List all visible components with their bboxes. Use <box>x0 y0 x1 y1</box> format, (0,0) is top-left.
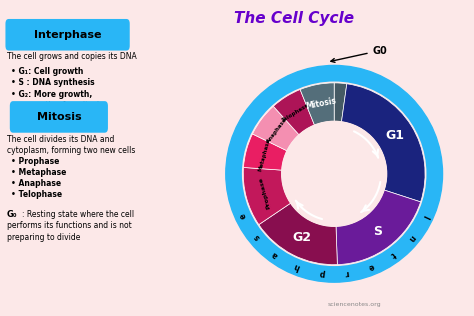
Text: e: e <box>238 212 249 220</box>
Text: Interphase: Interphase <box>34 30 101 40</box>
Text: • Anaphase: • Anaphase <box>11 179 61 188</box>
Text: • S : DNA synthesis: • S : DNA synthesis <box>11 78 94 87</box>
Text: G0: G0 <box>331 46 387 62</box>
Wedge shape <box>273 89 315 135</box>
Text: e: e <box>367 262 375 272</box>
Text: Prophase: Prophase <box>258 176 272 209</box>
Text: • Prophase: • Prophase <box>11 157 59 166</box>
Text: • Telophase: • Telophase <box>11 191 62 199</box>
Text: a: a <box>271 249 280 260</box>
Circle shape <box>226 65 443 282</box>
Text: cytoplasm, forming two new cells: cytoplasm, forming two new cells <box>7 146 135 155</box>
Wedge shape <box>300 83 334 125</box>
Text: p: p <box>319 268 325 278</box>
Text: n: n <box>406 232 417 242</box>
Text: Telophase: Telophase <box>282 103 311 123</box>
Wedge shape <box>244 134 287 170</box>
Circle shape <box>243 82 426 265</box>
Text: r: r <box>344 268 349 278</box>
Text: preparing to divide: preparing to divide <box>7 233 80 241</box>
Circle shape <box>282 121 387 226</box>
Text: Mitosis: Mitosis <box>36 112 81 122</box>
Text: Metaphase: Metaphase <box>258 138 272 173</box>
Text: G1: G1 <box>385 129 404 142</box>
Text: t: t <box>389 250 397 259</box>
Text: h: h <box>293 262 301 272</box>
Wedge shape <box>253 106 299 151</box>
FancyBboxPatch shape <box>10 101 108 133</box>
Text: performs its functions and is not: performs its functions and is not <box>7 222 131 230</box>
Text: : Resting state where the cell: : Resting state where the cell <box>22 210 134 219</box>
Text: G₀: G₀ <box>7 210 17 219</box>
Wedge shape <box>259 203 337 265</box>
Wedge shape <box>341 84 425 202</box>
Text: s: s <box>252 233 262 242</box>
Wedge shape <box>336 190 420 264</box>
Text: The cell divides its DNA and: The cell divides its DNA and <box>7 135 114 143</box>
Text: • G₂: More growth,: • G₂: More growth, <box>11 90 92 99</box>
Text: G2: G2 <box>292 231 311 244</box>
Text: I: I <box>420 213 429 219</box>
Text: sciencenotes.org: sciencenotes.org <box>328 301 382 307</box>
Wedge shape <box>334 83 347 122</box>
Text: • Metaphase: • Metaphase <box>11 168 66 177</box>
Text: S: S <box>373 225 382 238</box>
Text: Anaphase: Anaphase <box>266 117 288 144</box>
Text: Mitosis: Mitosis <box>304 96 337 111</box>
Text: • G₁: Cell growth: • G₁: Cell growth <box>11 67 83 76</box>
Text: The cell grows and copies its DNA: The cell grows and copies its DNA <box>7 52 137 61</box>
FancyBboxPatch shape <box>6 19 130 51</box>
Text: The Cell Cycle: The Cell Cycle <box>234 11 354 27</box>
Wedge shape <box>243 167 291 225</box>
Text: preparation for mitosis: preparation for mitosis <box>15 101 103 110</box>
